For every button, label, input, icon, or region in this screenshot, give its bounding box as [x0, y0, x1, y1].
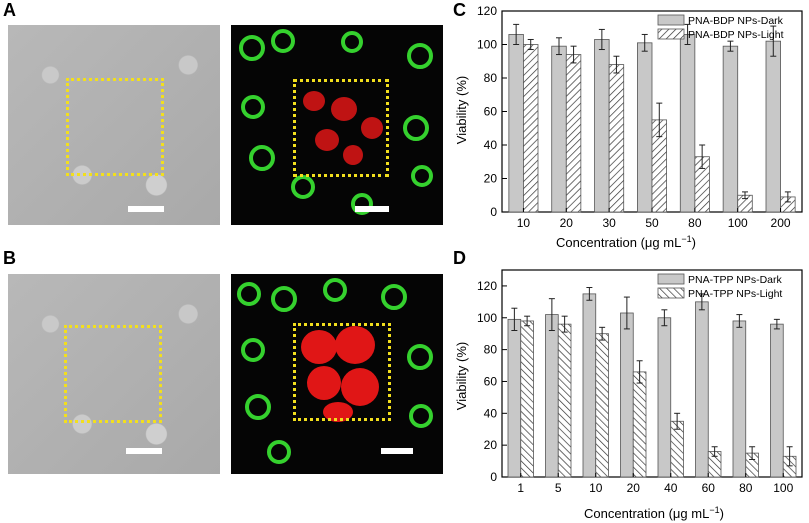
bar-dark — [582, 293, 597, 478]
legend-swatch — [657, 287, 685, 299]
bar-light — [632, 371, 647, 478]
brightfield-image-a — [8, 25, 220, 225]
bar-dark — [637, 42, 653, 213]
scale-bar — [381, 448, 413, 454]
fluorescence-image-b — [231, 274, 443, 474]
bar-light — [523, 44, 539, 213]
bar-dark — [508, 34, 524, 213]
y-tick-label: 80 — [484, 343, 498, 357]
roi-box — [293, 323, 391, 421]
scale-bar — [355, 206, 389, 212]
y-tick-label: 40 — [484, 406, 498, 420]
roi-box — [293, 79, 389, 177]
y-tick-label: 120 — [477, 4, 497, 18]
x-tick-label: 60 — [702, 481, 716, 495]
brightfield-image-b — [8, 274, 220, 474]
bar-light — [520, 320, 534, 478]
bar-dark — [732, 320, 747, 478]
bar-dark — [620, 312, 634, 478]
legend-label: PNA-BDP NPs-Light — [688, 29, 784, 41]
x-tick-label: 40 — [664, 481, 678, 495]
bar-dark — [551, 45, 567, 213]
x-tick-label: 10 — [517, 216, 531, 230]
bar-dark — [765, 40, 781, 213]
bar-light — [595, 333, 609, 478]
bar-dark — [695, 301, 709, 478]
fluorescence-image-a — [231, 25, 443, 225]
y-tick-label: 20 — [484, 438, 498, 452]
y-tick-label: 0 — [490, 205, 497, 219]
x-tick-label: 80 — [739, 481, 753, 495]
panel-label-b: B — [3, 248, 16, 268]
bar-dark — [507, 318, 522, 478]
panel-label-a: A — [3, 0, 16, 20]
x-tick-label: 100 — [728, 216, 748, 230]
legend-swatch — [657, 28, 685, 40]
x-tick-label: 100 — [773, 481, 793, 495]
x-axis-label: Concentration (μg mL−1) — [556, 234, 696, 250]
bar-dark — [722, 45, 739, 213]
y-axis-label: Viability (%) — [454, 342, 469, 410]
legend-label: PNA-BDP NPs-Dark — [688, 15, 784, 27]
bar-dark — [545, 314, 559, 478]
x-tick-label: 80 — [688, 216, 702, 230]
viability-chart-c: 0 20 40 60 80 100 120 10 20 30 50 80 100 200 PNA-BDP N… — [454, 4, 803, 250]
scale-bar — [126, 448, 162, 454]
legend-label: PNA-TPP NPs-Dark — [688, 274, 782, 286]
legend-swatch — [657, 273, 685, 285]
plot-frame — [501, 269, 803, 478]
y-tick-label: 100 — [477, 311, 497, 325]
x-axis-label: Concentration (μg mL−1) — [584, 505, 724, 521]
y-tick-label: 60 — [484, 374, 498, 388]
x-tick-label: 20 — [560, 216, 574, 230]
roi-box — [66, 78, 164, 176]
scale-bar — [128, 206, 164, 212]
x-tick-label: 30 — [602, 216, 616, 230]
y-tick-label: 100 — [477, 38, 497, 52]
y-tick-label: 20 — [484, 172, 498, 186]
legend-label: PNA-TPP NPs-Light — [688, 288, 782, 300]
bar-dark — [679, 34, 696, 213]
x-tick-label: 20 — [627, 481, 641, 495]
bar-dark — [770, 323, 784, 478]
y-tick-label: 40 — [484, 138, 498, 152]
x-tick-label: 5 — [555, 481, 562, 495]
y-tick-label: 120 — [477, 279, 497, 293]
x-tick-label: 1 — [517, 481, 524, 495]
roi-box — [64, 325, 162, 423]
y-tick-label: 60 — [484, 105, 498, 119]
x-tick-label: 50 — [645, 216, 659, 230]
y-tick-label: 0 — [490, 470, 497, 484]
viability-chart-d: 0 20 40 60 80 100 120 1 5 10 20 40 60 80 100 PNA-TPP NP… — [454, 269, 803, 521]
x-tick-label: 10 — [589, 481, 603, 495]
panel-label-d: D — [453, 248, 466, 268]
y-tick-label: 80 — [484, 71, 498, 85]
bar-dark — [657, 317, 672, 478]
bar-light — [565, 54, 582, 213]
panel-label-c: C — [453, 0, 466, 20]
bar-light — [608, 64, 625, 213]
y-axis-label: Viability (%) — [454, 76, 469, 144]
bar-dark — [594, 39, 610, 213]
x-tick-label: 200 — [771, 216, 791, 230]
bar-light — [557, 323, 572, 478]
legend-swatch — [657, 14, 685, 26]
